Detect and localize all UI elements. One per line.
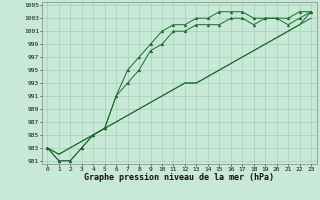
X-axis label: Graphe pression niveau de la mer (hPa): Graphe pression niveau de la mer (hPa) xyxy=(84,173,274,182)
